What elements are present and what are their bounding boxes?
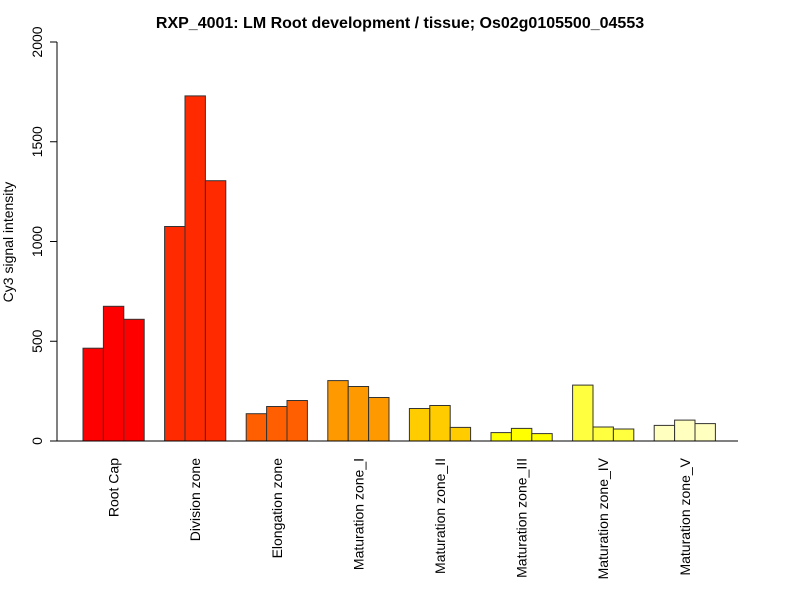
x-tick-label: Maturation zone_V xyxy=(677,457,693,575)
bar-group xyxy=(408,405,472,442)
bar xyxy=(286,400,308,442)
y-tick-label: 1500 xyxy=(29,126,45,157)
bar xyxy=(694,423,716,442)
bar xyxy=(347,386,370,442)
bar xyxy=(327,380,349,442)
x-tick-label: Maturation zone_II xyxy=(432,458,448,574)
bar xyxy=(184,95,206,442)
bar xyxy=(408,408,431,442)
bar xyxy=(490,432,512,442)
bar xyxy=(674,419,696,442)
x-tick-label: Elongation zone xyxy=(269,458,285,559)
y-tick-label: 1000 xyxy=(29,226,45,257)
y-tick-label: 0 xyxy=(29,437,45,445)
bar xyxy=(612,428,635,442)
bar xyxy=(164,226,186,442)
bar-group xyxy=(82,305,145,442)
bar-group xyxy=(653,419,716,442)
bar-group xyxy=(572,384,635,442)
bar xyxy=(653,424,676,442)
bar xyxy=(510,427,533,442)
bar-group xyxy=(490,427,553,442)
bar xyxy=(572,384,594,442)
y-tick-label: 500 xyxy=(29,329,45,353)
bars xyxy=(82,95,716,442)
bar-group xyxy=(327,380,390,442)
bar-group xyxy=(245,400,308,442)
x-tick-label: Division zone xyxy=(187,458,203,541)
bar xyxy=(266,406,288,442)
x-tick-label: Maturation zone_IV xyxy=(595,457,611,579)
bar xyxy=(204,180,227,442)
bar xyxy=(245,413,268,442)
x-tick-label: Maturation zone_I xyxy=(350,458,366,570)
bar xyxy=(368,397,390,442)
bar xyxy=(592,426,614,442)
chart-title: RXP_4001: LM Root development / tissue; … xyxy=(156,15,644,32)
x-tick-label: Maturation zone_III xyxy=(514,458,530,578)
bar-group xyxy=(164,95,227,442)
y-axis: 0 500 1000 1500 2000 xyxy=(29,26,58,445)
bar xyxy=(449,426,472,442)
bar xyxy=(82,347,104,442)
y-axis-label: Cy3 signal intensity xyxy=(0,182,16,303)
bar xyxy=(123,318,145,442)
bar xyxy=(429,405,451,442)
category-labels: Root Cap Division zone Elongation zone Matu… xyxy=(106,457,693,579)
x-tick-label: Root Cap xyxy=(106,458,122,517)
bar xyxy=(531,433,553,442)
y-tick-label: 2000 xyxy=(29,26,45,57)
bar xyxy=(102,305,125,442)
